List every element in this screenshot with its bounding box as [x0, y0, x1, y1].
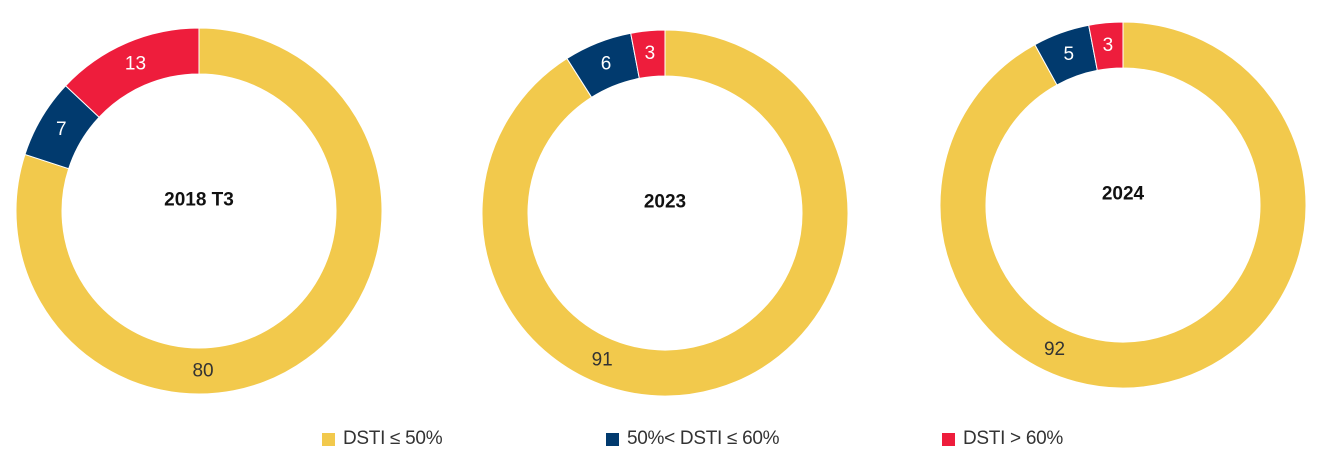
donut-chart-3: 92 5 3 2024: [939, 21, 1307, 389]
slice-dsti-gt-60: [630, 29, 666, 80]
chart-title: 2023: [644, 192, 686, 213]
legend-item-dsti-gt-60: DSTI > 60%: [942, 424, 1063, 454]
slice-dsti-gt-60: [64, 27, 200, 118]
legend-item-dsti-50-60: 50%< DSTI ≤ 60%: [606, 424, 780, 454]
legend-swatch-dsti-gt-60: [942, 432, 955, 446]
legend-label-dsti-le-50: DSTI ≤ 50%: [343, 428, 443, 449]
data-label-dsti-50-60: 7: [56, 119, 67, 140]
slice-dsti-le-50: [939, 21, 1307, 389]
data-label-dsti-gt-60: 13: [125, 54, 146, 75]
legend-label-dsti-gt-60: DSTI > 60%: [963, 428, 1063, 449]
chart-title: 2018 T3: [164, 190, 234, 211]
legend: DSTI ≤ 50% 50%< DSTI ≤ 60% DSTI > 60%: [0, 424, 1321, 454]
slice-dsti-le-50: [481, 29, 849, 397]
donut-chart-1: 80 7 13 2018 T3: [15, 27, 383, 395]
legend-swatch-dsti-le-50: [322, 432, 335, 446]
slice-dsti-le-50: [15, 27, 383, 395]
data-label-dsti-gt-60: 3: [645, 43, 656, 64]
data-label-dsti-50-60: 5: [1064, 44, 1075, 65]
data-label-dsti-le-50: 92: [1044, 339, 1065, 360]
data-label-dsti-50-60: 6: [601, 54, 612, 75]
chart-title: 2024: [1102, 184, 1145, 205]
donut-chart-2: 91 6 3 2023: [481, 29, 849, 397]
slice-dsti-gt-60: [1088, 21, 1124, 72]
data-label-dsti-le-50: 91: [592, 350, 613, 371]
data-label-dsti-le-50: 80: [192, 360, 213, 381]
legend-item-dsti-le-50: DSTI ≤ 50%: [322, 424, 443, 454]
data-label-dsti-gt-60: 3: [1103, 35, 1114, 56]
legend-label-dsti-50-60: 50%< DSTI ≤ 60%: [627, 428, 780, 449]
legend-swatch-dsti-50-60: [606, 432, 619, 446]
